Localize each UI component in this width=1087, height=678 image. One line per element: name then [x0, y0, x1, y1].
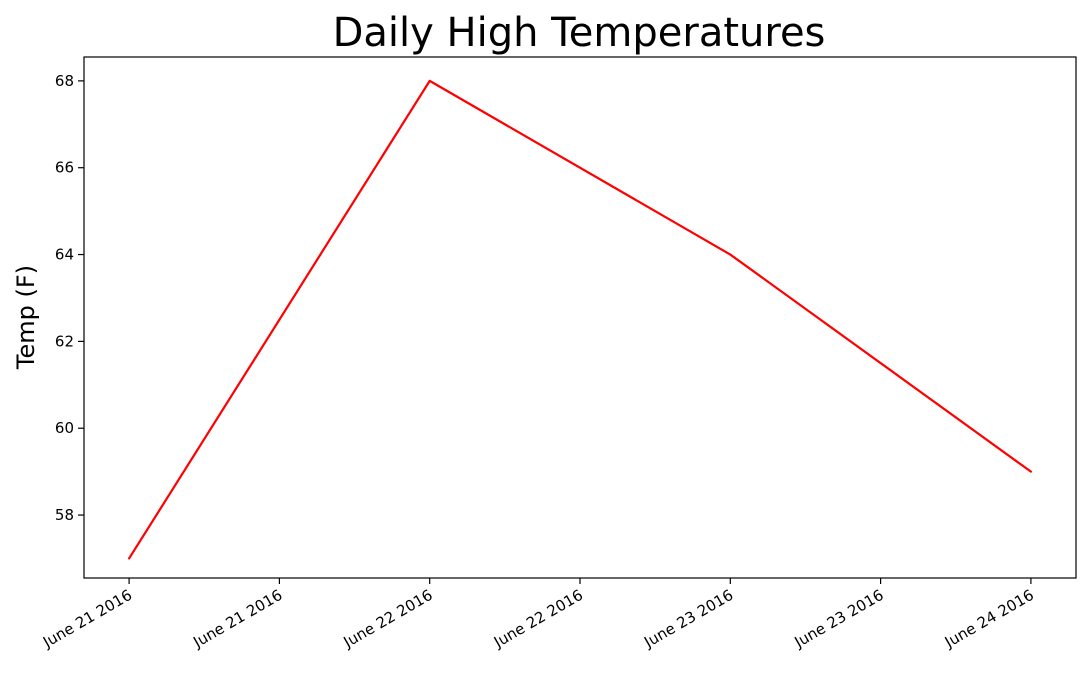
x-tick-label: June 23 2016 — [791, 586, 887, 652]
series-layer — [127, 79, 1033, 560]
plot-area-frame — [83, 56, 1077, 579]
y-axis-ticks: 58 60 62 64 66 68 — [55, 72, 84, 524]
y-axis-label: Temp (F) — [12, 265, 40, 370]
y-tick-label: 68 — [55, 72, 74, 90]
x-tick-label: June 23 2016 — [640, 586, 736, 652]
series-line — [127, 79, 1033, 560]
x-tick-label: June 22 2016 — [340, 586, 436, 652]
y-tick-label: 58 — [55, 506, 74, 524]
y-tick-label: 64 — [55, 246, 74, 264]
x-tick-label: June 21 2016 — [189, 586, 285, 652]
y-tick-label: 60 — [55, 419, 74, 437]
x-tick-label: June 22 2016 — [490, 586, 586, 652]
x-tick-label: June 21 2016 — [39, 586, 135, 652]
x-axis-ticks: June 21 2016 June 21 2016 June 22 2016 June… — [39, 578, 1037, 652]
chart-title: Daily High Temperatures — [333, 10, 826, 56]
y-tick-label: 62 — [55, 332, 74, 350]
x-tick-label: June 24 2016 — [941, 586, 1037, 652]
y-tick-label: 66 — [55, 159, 74, 177]
